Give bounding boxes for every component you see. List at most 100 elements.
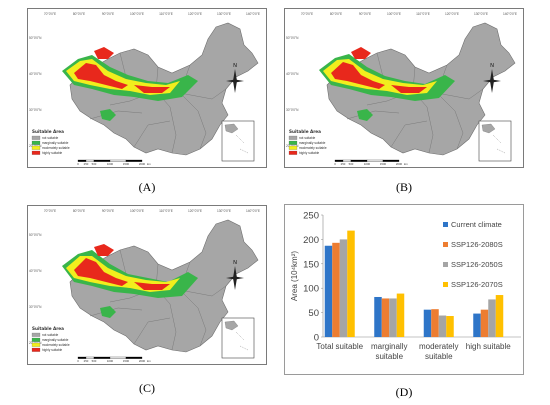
bar [396, 293, 405, 337]
bar [374, 296, 382, 337]
legend-swatch [31, 342, 41, 347]
scale-label: 500 [349, 162, 354, 166]
lat-tick-label: 50°0'0"N [29, 36, 42, 40]
chart-frame: 0 50 100 150 200 250 Area (10⁴km²) Total suitab… [284, 204, 524, 375]
province-border [89, 110, 143, 120]
lon-tick-label: 100°0'0"E [130, 209, 144, 213]
legend-item-label: highly suitable [299, 151, 319, 155]
province-border [133, 317, 171, 345]
scale-label: 500 [92, 162, 97, 166]
x-tick-label: marginally [371, 342, 407, 351]
bar [324, 245, 333, 337]
y-tick-label: 200 [303, 235, 319, 246]
marginally-suitable-area [100, 306, 116, 318]
y-tick-label: 100 [303, 284, 319, 295]
province-border [197, 307, 207, 347]
scale-label: 1500 [123, 359, 130, 363]
lat-tick-label: 50°0'0"N [29, 233, 42, 237]
north-arrow-icon: N [483, 63, 501, 93]
y-tick-label: 150 [303, 259, 319, 270]
scale-unit: km [147, 359, 151, 363]
province-border [133, 120, 171, 148]
bar [339, 239, 348, 337]
province-border [179, 88, 227, 100]
panel-label-a: (A) [138, 180, 156, 194]
highly-suitable-area [74, 63, 128, 89]
scale-label: 250 [84, 162, 89, 166]
lon-tick-label: 70°0'0"E [301, 12, 313, 16]
scale-label: 2000 [139, 359, 146, 363]
scale-unit: km [147, 162, 151, 166]
y-tick-label: 50 [308, 308, 319, 319]
legend-swatch [288, 150, 298, 155]
highly-suitable-area [134, 85, 170, 93]
scale-label: 1500 [380, 162, 387, 166]
lat-tick-label: 30°0'0"N [286, 108, 299, 112]
legend-item-label: highly suitable [42, 348, 62, 352]
bar [431, 309, 439, 337]
legend-title: Suitable Area [289, 129, 321, 134]
north-label: N [490, 63, 494, 69]
scale-label: 0 [77, 162, 79, 166]
scale-unit: km [404, 162, 408, 166]
south-china-sea-inset [478, 120, 512, 162]
south-china-sea-inset [221, 120, 255, 162]
scale-label: 250 [84, 359, 89, 363]
china-map [62, 219, 259, 353]
legend-item-label: moderately suitable [42, 343, 70, 347]
panel-label-b: (B) [396, 180, 412, 194]
map-svg: 70°0'0"E 80°0'0"E 90°0'0"E 100°0'0"E 110°0'0… [29, 12, 260, 166]
lat-tick-label: 40°0'0"N [29, 269, 42, 273]
legend-swatch [31, 347, 41, 352]
lat-tick-label: 30°0'0"N [29, 305, 42, 309]
scale-label: 500 [92, 359, 97, 363]
legend-label: SSP126-2080S [451, 240, 503, 249]
legend-item-label: marginally suitable [299, 141, 326, 145]
map-c: 70°0'0"E 80°0'0"E 90°0'0"E 100°0'0"E 110°0'0… [27, 205, 267, 365]
scale-label: 0 [334, 162, 336, 166]
scale-label: 2000 [396, 162, 403, 166]
bar [488, 299, 496, 337]
lon-tick-label: 90°0'0"E [359, 12, 371, 16]
legend-item-label: marginally suitable [42, 141, 69, 145]
bar [332, 242, 340, 337]
scale-label: 2000 [139, 162, 146, 166]
bar [347, 230, 355, 337]
scale-label: 1500 [123, 162, 130, 166]
x-tick-label: Total suitable [316, 342, 363, 351]
north-label: N [233, 63, 237, 69]
scale-bar: 0 250 500 1000 1500 2000 km [77, 159, 151, 166]
map-b: 70°0'0"E 80°0'0"E 90°0'0"E 100°0'0"E 110°0'0… [284, 8, 524, 168]
legend-swatch [443, 242, 448, 247]
scale-bar: 0 250 500 1000 1500 2000 km [334, 159, 408, 166]
highly-suitable-area [331, 62, 385, 89]
province-border [89, 307, 143, 317]
lon-tick-label: 120°0'0"E [445, 12, 459, 16]
legend-swatch [443, 262, 448, 267]
map-a: 70°0'0"E 80°0'0"E 90°0'0"E 100°0'0"E 110°0'0… [27, 8, 267, 168]
province-border [197, 110, 207, 150]
china-map [319, 22, 516, 156]
legend-swatch [31, 145, 41, 150]
province-border [436, 88, 484, 100]
legend-item-label: not suitable [42, 136, 59, 140]
lon-tick-label: 120°0'0"E [188, 209, 202, 213]
lon-tick-label: 100°0'0"E [387, 12, 401, 16]
highly-suitable-area [351, 47, 371, 59]
lon-tick-label: 140°0'0"E [503, 12, 517, 16]
lon-tick-label: 140°0'0"E [246, 12, 260, 16]
bar [446, 316, 454, 337]
legend-swatch [443, 282, 448, 287]
province-border [454, 110, 464, 150]
legend-swatch [31, 337, 41, 342]
x-tick-label: suitable [425, 352, 453, 361]
north-label: N [233, 260, 237, 266]
scale-label: 1000 [364, 162, 371, 166]
legend-label: SSP126-2050S [451, 260, 503, 269]
y-axis-label: Area (10⁴km²) [290, 251, 299, 301]
lon-tick-label: 70°0'0"E [44, 209, 56, 213]
panel-label-d: (D) [395, 385, 413, 399]
lon-tick-label: 130°0'0"E [217, 12, 231, 16]
bar [423, 309, 432, 337]
y-tick-label: 250 [303, 211, 319, 222]
